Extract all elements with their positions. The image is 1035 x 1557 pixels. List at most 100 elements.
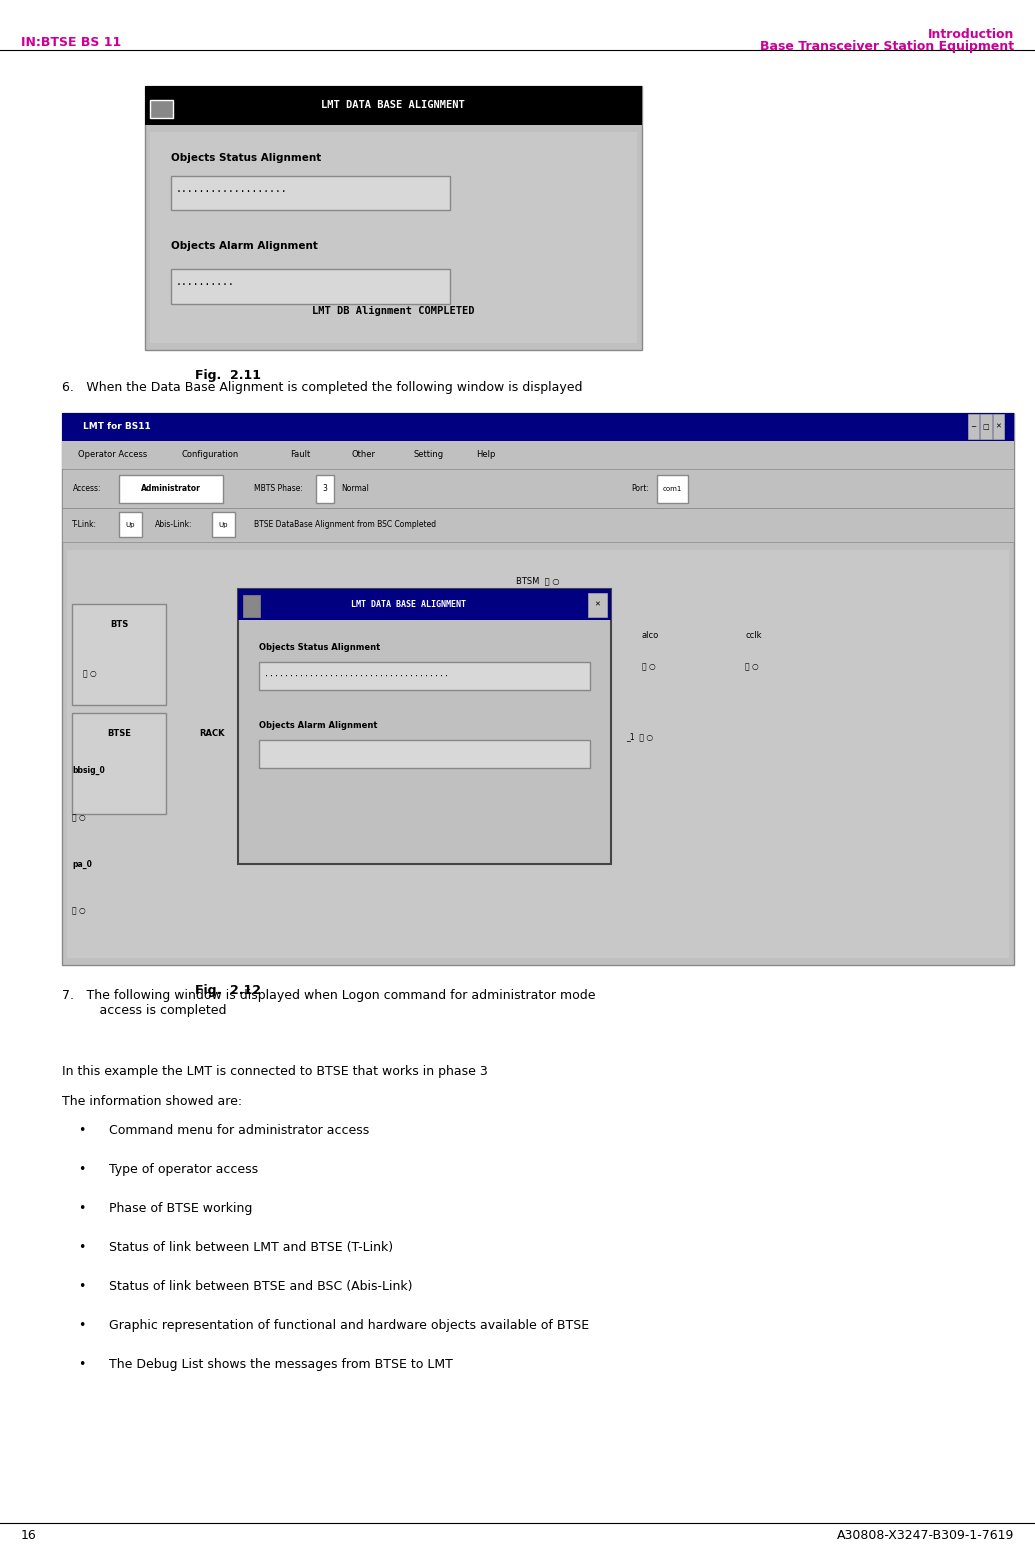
- Bar: [212, 512, 235, 537]
- Bar: [150, 100, 173, 118]
- Text: •: •: [78, 1358, 85, 1370]
- Bar: [588, 593, 607, 617]
- Text: 🔒 ○: 🔒 ○: [745, 662, 759, 671]
- Bar: [67, 550, 1009, 958]
- Text: BTSM  🔒 ○: BTSM 🔒 ○: [516, 576, 560, 585]
- Text: LMT DB Alignment COMPLETED: LMT DB Alignment COMPLETED: [312, 307, 475, 316]
- Text: Command menu for administrator access: Command menu for administrator access: [109, 1124, 368, 1137]
- Text: Operator Access: Operator Access: [78, 450, 147, 459]
- Bar: [243, 595, 260, 617]
- Bar: [238, 589, 611, 864]
- Text: Objects Status Alignment: Objects Status Alignment: [171, 153, 321, 162]
- Text: 7. The following window is displayed when Logon command for administrator mode
 : 7. The following window is displayed whe…: [62, 989, 595, 1017]
- Bar: [259, 662, 590, 690]
- Text: 🔒 ○: 🔒 ○: [83, 670, 96, 679]
- Text: A30808-X3247-B309-1-7619: A30808-X3247-B309-1-7619: [837, 1529, 1014, 1541]
- Text: BTS: BTS: [110, 620, 128, 629]
- Text: ─: ─: [971, 424, 976, 430]
- Text: Introduction: Introduction: [928, 28, 1014, 40]
- Text: Normal: Normal: [342, 484, 369, 494]
- Bar: [145, 86, 642, 350]
- Text: MBTS Phase:: MBTS Phase:: [254, 484, 302, 494]
- Text: IN:BTSE BS 11: IN:BTSE BS 11: [21, 36, 121, 48]
- Text: Base Transceiver Station Equipment: Base Transceiver Station Equipment: [760, 40, 1014, 53]
- Text: LMT DATA BASE ALIGNMENT: LMT DATA BASE ALIGNMENT: [322, 100, 465, 111]
- Text: Objects Alarm Alignment: Objects Alarm Alignment: [171, 241, 318, 251]
- Text: 6. When the Data Base Alignment is completed the following window is displayed: 6. When the Data Base Alignment is compl…: [62, 381, 583, 394]
- Bar: [316, 475, 334, 503]
- Bar: [72, 713, 166, 814]
- Text: ··········: ··········: [176, 280, 235, 290]
- Text: Other: Other: [352, 450, 376, 459]
- Text: Objects Status Alignment: Objects Status Alignment: [259, 643, 380, 652]
- Text: ···················: ···················: [176, 187, 288, 196]
- Text: •: •: [78, 1124, 85, 1137]
- Bar: [145, 86, 642, 125]
- Text: •: •: [78, 1241, 85, 1253]
- Bar: [150, 132, 637, 343]
- Bar: [993, 414, 1004, 439]
- Text: □: □: [982, 424, 989, 430]
- Text: The Debug List shows the messages from BTSE to LMT: The Debug List shows the messages from B…: [109, 1358, 452, 1370]
- Text: Help: Help: [476, 450, 496, 459]
- Bar: [62, 413, 1014, 965]
- Bar: [62, 441, 1014, 469]
- Text: Status of link between LMT and BTSE (T-Link): Status of link between LMT and BTSE (T-L…: [109, 1241, 393, 1253]
- Bar: [72, 604, 166, 705]
- Text: •: •: [78, 1319, 85, 1331]
- Text: Administrator: Administrator: [141, 484, 201, 494]
- Bar: [171, 269, 450, 304]
- Text: Fig.  2.11: Fig. 2.11: [195, 369, 261, 381]
- Text: 3: 3: [323, 484, 327, 494]
- Bar: [657, 475, 688, 503]
- Text: bbsig_0: bbsig_0: [72, 766, 106, 775]
- Text: pa_0: pa_0: [72, 859, 92, 869]
- Bar: [62, 413, 1014, 441]
- Text: Status of link between BTSE and BSC (Abis-Link): Status of link between BTSE and BSC (Abi…: [109, 1280, 412, 1292]
- Text: Up: Up: [218, 522, 229, 528]
- Text: Phase of BTSE working: Phase of BTSE working: [109, 1202, 253, 1214]
- Text: Fault: Fault: [290, 450, 310, 459]
- Text: BTSE DataBase Alignment from BSC Completed: BTSE DataBase Alignment from BSC Complet…: [254, 520, 436, 529]
- Text: Objects Alarm Alignment: Objects Alarm Alignment: [259, 721, 377, 730]
- Text: 🔒 ○: 🔒 ○: [72, 906, 86, 916]
- Bar: [119, 475, 223, 503]
- Text: •: •: [78, 1280, 85, 1292]
- Text: Setting: Setting: [414, 450, 444, 459]
- Bar: [171, 176, 450, 210]
- Text: BTSE: BTSE: [107, 729, 131, 738]
- Text: T-Link:: T-Link:: [72, 520, 97, 529]
- Text: cclk: cclk: [745, 631, 762, 640]
- Text: Configuration: Configuration: [181, 450, 238, 459]
- Text: LMT DATA BASE ALIGNMENT: LMT DATA BASE ALIGNMENT: [351, 599, 467, 609]
- Bar: [259, 740, 590, 768]
- Bar: [119, 512, 142, 537]
- Text: •: •: [78, 1163, 85, 1176]
- Text: _1  🔒 ○: _1 🔒 ○: [626, 732, 653, 741]
- Text: •: •: [78, 1202, 85, 1214]
- Text: 🔒 ○: 🔒 ○: [642, 662, 655, 671]
- Text: ✕: ✕: [996, 424, 1001, 430]
- Bar: [968, 414, 979, 439]
- Text: RACK: RACK: [200, 729, 225, 738]
- Bar: [62, 508, 1014, 542]
- Text: Type of operator access: Type of operator access: [109, 1163, 258, 1176]
- Text: 16: 16: [21, 1529, 36, 1541]
- Text: Fig.  2.12: Fig. 2.12: [195, 984, 261, 996]
- Bar: [980, 414, 992, 439]
- Text: In this example the LMT is connected to BTSE that works in phase 3: In this example the LMT is connected to …: [62, 1065, 487, 1077]
- Text: Port:: Port:: [631, 484, 649, 494]
- Text: LMT for BS11: LMT for BS11: [83, 422, 150, 431]
- Text: 🔒 ○: 🔒 ○: [72, 813, 86, 822]
- Text: ·····································: ·····································: [264, 673, 449, 682]
- Bar: [238, 589, 611, 620]
- Text: Abis-Link:: Abis-Link:: [155, 520, 193, 529]
- Text: alco: alco: [642, 631, 659, 640]
- Text: Graphic representation of functional and hardware objects available of BTSE: Graphic representation of functional and…: [109, 1319, 589, 1331]
- Bar: [62, 469, 1014, 508]
- Text: Access:: Access:: [72, 484, 101, 494]
- Text: Up: Up: [125, 522, 136, 528]
- Text: ✕: ✕: [594, 601, 600, 607]
- Text: com1: com1: [663, 486, 682, 492]
- Text: The information showed are:: The information showed are:: [62, 1095, 242, 1107]
